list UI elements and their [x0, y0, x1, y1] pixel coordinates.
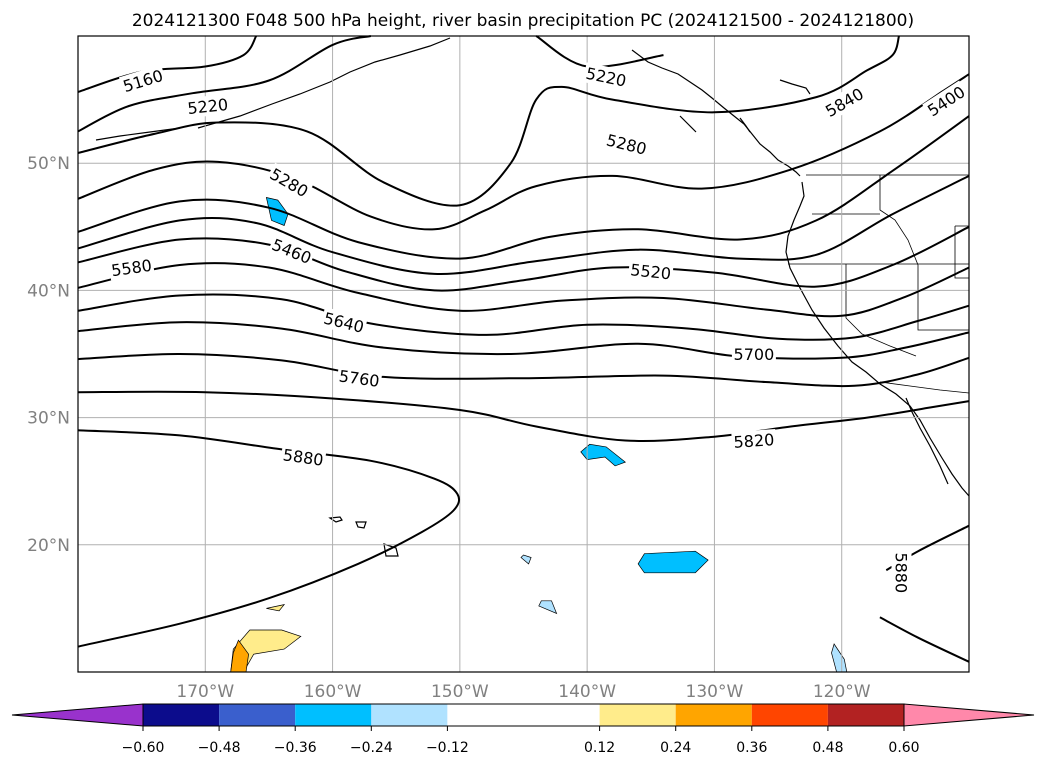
lat-tick-label: 50°N — [27, 154, 70, 174]
colorbar-segment — [219, 704, 296, 726]
precip-patch — [266, 604, 286, 612]
height-contour-5400 — [77, 115, 970, 260]
height-contour-5820 — [77, 390, 970, 442]
contour-label-group: 5880 — [891, 550, 912, 595]
contour-label-bg — [336, 365, 383, 392]
alaska-coastline — [631, 49, 801, 177]
colorbar-tick-label: 0.36 — [736, 740, 767, 756]
height-contour-5520 — [77, 225, 970, 292]
colorbar-frame — [142, 703, 905, 727]
colorbar-tick-label: −0.36 — [274, 740, 317, 756]
height-contour-5880 — [77, 429, 461, 648]
map-frame — [77, 35, 970, 673]
axis-labels: 170°W 160°W 150°W 140°W 130°W 120°W 50°N 40°N 30… — [27, 154, 871, 702]
lon-tick-label: 130°W — [686, 682, 744, 702]
precip-patch — [637, 550, 709, 574]
colorbar-under-arrow — [11, 703, 144, 727]
height-contour-5160 — [77, 35, 258, 93]
contour-label-bg — [731, 344, 776, 364]
contour-label: 5820 — [733, 430, 775, 452]
contour-label-group: 5820 — [731, 428, 777, 453]
chart-title: 2024121300 F048 500 hPa height, river ba… — [132, 11, 914, 31]
contour-label-bg — [184, 93, 231, 119]
lon-tick-label: 150°W — [431, 682, 489, 702]
lat-tick-label: 40°N — [27, 281, 70, 301]
contour-label-bg — [602, 129, 651, 160]
contour-label-bg — [267, 233, 316, 269]
colorbar-tick-label: −0.12 — [426, 740, 469, 756]
contour-label-bg — [320, 307, 368, 338]
baja-coastline — [905, 397, 949, 485]
contour-label-bg — [627, 259, 674, 284]
colorbar-tick-label: 0.60 — [888, 740, 919, 756]
height-contour-5340 — [77, 73, 970, 231]
colorbar-tick-label: −0.60 — [122, 740, 165, 756]
colorbar-segment — [599, 704, 676, 726]
lat-tick-label: 30°N — [27, 409, 70, 429]
alaska-islands — [679, 79, 811, 133]
precip-patch — [580, 443, 627, 467]
contour-label: 5880 — [892, 552, 911, 593]
contour-label-bg — [731, 428, 777, 453]
contour-label-group: 5880 — [280, 444, 327, 470]
lon-tick-label: 120°W — [813, 682, 871, 702]
colorbar: −0.60 −0.48 −0.36 −0.24 −0.12 0.12 0.24 0.36 0.4… — [11, 703, 1035, 756]
colorbar-tick-label: 0.48 — [812, 740, 843, 756]
contour-label-group: 5760 — [336, 365, 383, 392]
colorbar-segment — [751, 704, 828, 726]
contour-label-bg — [265, 162, 314, 202]
precip-patch — [538, 600, 558, 615]
contour-label: 5220 — [187, 95, 229, 118]
contour-label-group: 5520 — [627, 259, 674, 284]
height-contour-5220 — [77, 35, 372, 133]
height-contour-5580 — [77, 262, 970, 318]
height-contour-5760 — [77, 352, 970, 388]
precipitation-pc-layer — [230, 197, 848, 673]
colorbar-segment — [827, 704, 904, 726]
graticule — [78, 36, 969, 672]
lon-tick-label: 170°W — [176, 682, 234, 702]
precip-patch — [520, 554, 532, 565]
colorbar-tick-label: 0.12 — [584, 740, 615, 756]
lon-tick-label: 140°W — [558, 682, 616, 702]
aleutian-coastline — [95, 37, 451, 141]
height-contour-5640 — [77, 293, 970, 341]
contour-label-bg — [582, 62, 630, 92]
contour-label-bg — [118, 64, 167, 97]
contour-label-group: 5580 — [108, 254, 155, 281]
height-contour-5700 — [77, 321, 970, 360]
colorbar-over-arrow — [903, 703, 1035, 727]
contour-label-group: 5220 — [184, 93, 231, 119]
contour-label: 5520 — [630, 260, 672, 283]
contour-label-group: 5700 — [731, 344, 776, 364]
height-contour-5280 — [77, 35, 900, 207]
height-contour-5880 — [879, 616, 970, 663]
state-borders — [788, 175, 970, 394]
colorbar-segment — [675, 704, 752, 726]
height-contour-5460 — [77, 175, 970, 276]
contour-label-bg — [922, 80, 970, 122]
lat-tick-label: 20°N — [27, 536, 70, 556]
colorbar-segment — [447, 704, 600, 726]
colorbar-tick-label: −0.48 — [198, 740, 241, 756]
north-america-west-coastline — [785, 181, 970, 497]
colorbar-tick-label: 0.24 — [660, 740, 691, 756]
coastline-layer — [95, 37, 970, 557]
precip-patch — [265, 197, 289, 226]
colorbar-segment — [371, 704, 448, 726]
political-border-layer — [788, 174, 970, 394]
colorbar-tick-label: −0.24 — [350, 740, 393, 756]
colorbar-segment — [295, 704, 372, 726]
lon-tick-label: 160°W — [304, 682, 362, 702]
contour-label-bg — [891, 550, 912, 595]
contour-label: 5700 — [734, 345, 775, 364]
contour-label-bg — [820, 82, 869, 122]
contour-label-bg — [280, 444, 327, 470]
contour-label-bg — [108, 254, 155, 281]
colorbar-segment — [143, 704, 220, 726]
